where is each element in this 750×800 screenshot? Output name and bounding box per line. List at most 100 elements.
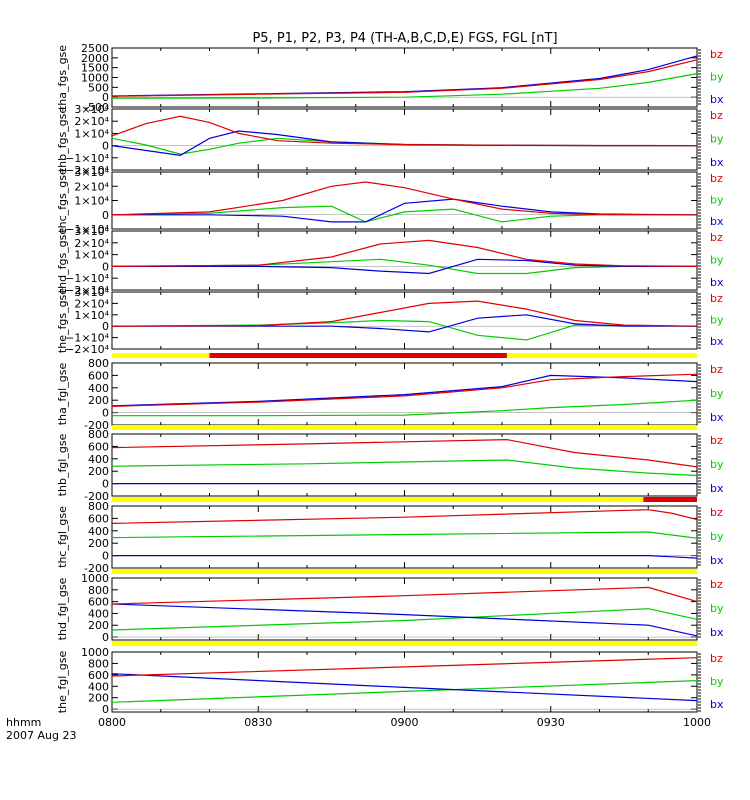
y-tick-label: 0 (102, 478, 109, 491)
y-tick-label: 3×10⁴ (74, 103, 109, 116)
y-tick-label: 600 (88, 369, 109, 382)
series-line-by (111, 258, 697, 275)
series-line-bz (111, 586, 698, 605)
y-tick-label: 200 (88, 394, 109, 407)
legend-bx: bx (710, 411, 724, 424)
y-tick-label: -200 (84, 419, 109, 432)
series-line-bx (112, 314, 697, 333)
x-axis-label-hhmm: hhmm (6, 716, 41, 729)
series-line-by (111, 73, 698, 99)
series-line-bx (111, 374, 698, 407)
y-tick-label: −2×10⁴ (65, 284, 109, 297)
legend-bx: bx (710, 335, 724, 348)
panel-frame (111, 171, 698, 230)
y-tick-label: 600 (88, 440, 109, 453)
y-tick-label: 600 (88, 512, 109, 525)
y-tick-label: 800 (88, 500, 109, 513)
y-tick-label: −1×10⁴ (65, 152, 109, 165)
series-line-bx (111, 673, 698, 702)
plot-title: P5, P1, P2, P3, P4 (TH-A,B,C,D,E) FGS, F… (252, 31, 557, 46)
y-tick-label: 200 (88, 465, 109, 478)
y-tick-label: 1500 (81, 62, 109, 75)
series-line-by (111, 608, 698, 631)
y-tick-label: 1×10⁴ (74, 195, 109, 208)
x-tick-label: 0930 (537, 716, 565, 729)
series-line-bz (111, 300, 698, 327)
y-tick-label: 1×10⁴ (74, 127, 109, 140)
series-line-bz (111, 115, 698, 147)
series-line-bx (111, 130, 697, 157)
series-line-bz (111, 438, 698, 468)
series-line-by (111, 205, 697, 223)
y-tick-label: 800 (88, 657, 109, 670)
y-tick-label: 400 (88, 525, 109, 538)
legend-bz: bz (710, 48, 723, 61)
y-tick-label: 400 (88, 607, 109, 620)
y-tick-label: 2×10⁴ (74, 115, 109, 128)
y-axis-label: thb_fgs_gse (56, 107, 69, 173)
legend-by: by (710, 602, 724, 615)
legend-bx: bx (710, 482, 724, 495)
y-tick-label: −2×10⁴ (65, 164, 109, 177)
y-tick-label: −1×10⁴ (65, 332, 109, 345)
y-axis-label: thd_fgs_gse (56, 228, 69, 294)
series-line-bz (111, 657, 698, 677)
y-tick-label: 200 (88, 619, 109, 632)
status-bar-4 (112, 569, 697, 574)
legend-bx: bx (710, 698, 724, 711)
series-line-bx (112, 554, 698, 559)
panel-frame (111, 230, 698, 291)
legend-bz: bz (710, 172, 723, 185)
y-tick-label: 200 (88, 537, 109, 550)
y-tick-label: -500 (84, 101, 109, 114)
legend-bx: bx (710, 276, 724, 289)
y-tick-label: 600 (88, 596, 109, 609)
y-tick-label: 1×10⁴ (74, 249, 109, 262)
y-tick-label: 3×10⁴ (74, 225, 109, 238)
series-line-bx (111, 55, 698, 97)
legend-by: by (710, 133, 724, 146)
series-line-by (111, 459, 698, 477)
status-bar-red-segment (209, 353, 507, 358)
y-tick-label: 2000 (81, 52, 109, 65)
y-axis-label: thc_fgs_gse (56, 168, 69, 233)
legend-bx: bx (710, 215, 724, 228)
series-line-bz (111, 239, 698, 267)
y-tick-label: 0 (102, 260, 109, 273)
y-tick-label: 0 (102, 550, 109, 563)
legend-by: by (710, 254, 724, 267)
y-tick-label: −1×10⁴ (65, 223, 109, 236)
y-tick-label: 2×10⁴ (74, 297, 109, 310)
series-line-bz (111, 373, 698, 407)
y-tick-label: 1000 (81, 646, 109, 659)
series-line-bz (111, 181, 698, 216)
legend-by: by (710, 675, 724, 688)
y-tick-label: 0 (102, 320, 109, 333)
series-line-by (111, 680, 698, 703)
legend-by: by (710, 71, 724, 84)
legend-bz: bz (710, 578, 723, 591)
y-tick-label: 1000 (81, 572, 109, 585)
y-tick-label: 0 (102, 703, 109, 716)
legend-bz: bz (710, 434, 723, 447)
y-tick-label: 0 (102, 91, 109, 104)
series-line-bx (112, 258, 697, 275)
y-tick-label: 0 (102, 209, 109, 222)
y-tick-label: 800 (88, 584, 109, 597)
status-bar-5 (112, 641, 697, 646)
y-tick-label: 400 (88, 453, 109, 466)
legend-bz: bz (710, 231, 723, 244)
status-bars-group (112, 353, 697, 646)
series-line-bx (111, 603, 698, 637)
legend-bz: bz (710, 652, 723, 665)
x-tick-label: 0900 (391, 716, 419, 729)
y-tick-label: −2×10⁴ (65, 343, 109, 356)
y-tick-label: 800 (88, 428, 109, 441)
